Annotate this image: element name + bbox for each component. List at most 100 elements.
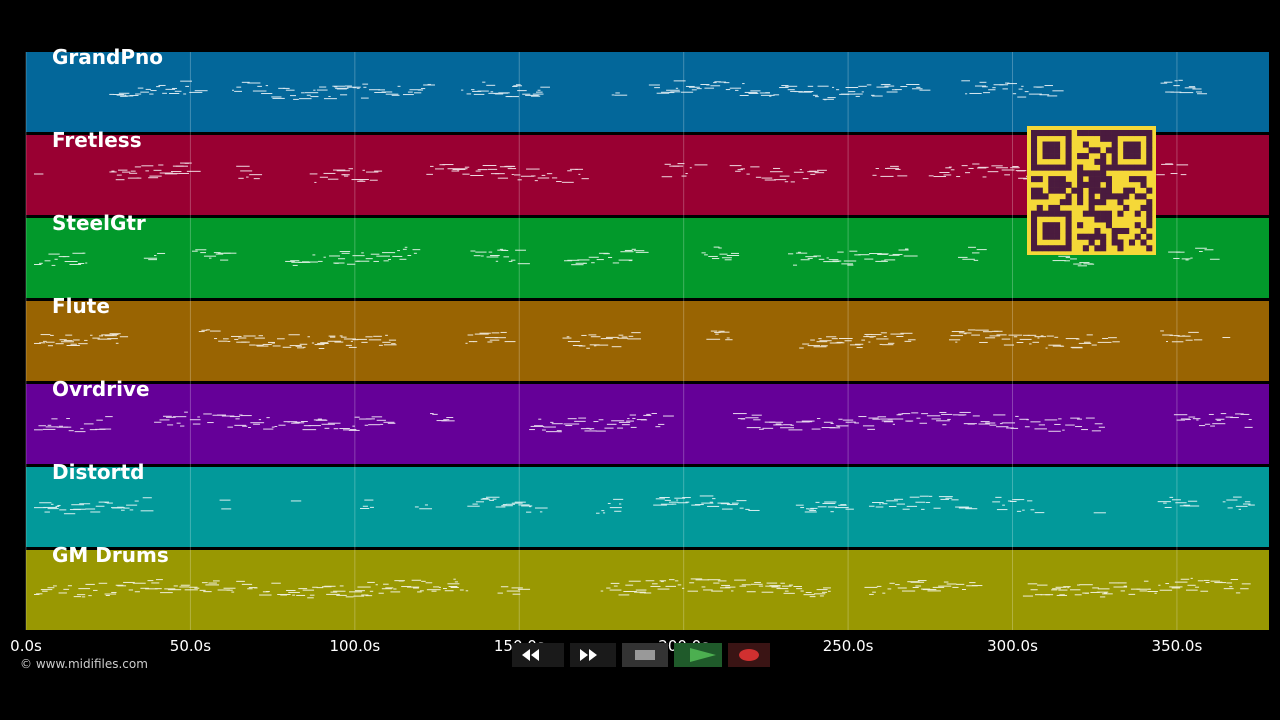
qr-module	[1123, 153, 1130, 160]
qr-module	[1042, 130, 1049, 137]
track-name: Flute	[52, 294, 110, 318]
qr-module	[1088, 239, 1095, 246]
qr-module	[1042, 245, 1049, 252]
qr-module	[1082, 245, 1089, 252]
qr-module	[1042, 222, 1049, 229]
notes	[34, 411, 1253, 433]
qr-module	[1042, 210, 1049, 217]
qr-module	[1146, 216, 1153, 223]
qr-module	[1117, 227, 1124, 235]
qr-module	[1094, 233, 1101, 240]
qr-module	[1094, 227, 1101, 235]
qr-module	[1111, 147, 1118, 154]
qr-module	[1123, 164, 1130, 171]
qr-module	[1134, 130, 1141, 137]
tracks	[26, 52, 1269, 630]
qr-module	[1036, 176, 1043, 183]
qr-module	[1100, 130, 1107, 137]
qr-module	[1088, 199, 1095, 206]
track-name: Distortd	[52, 460, 144, 484]
qr-module	[1140, 181, 1147, 188]
qr-module	[1077, 233, 1084, 240]
qr-module	[1128, 176, 1136, 183]
qr-module	[1065, 141, 1072, 148]
qr-module	[1088, 147, 1095, 154]
qr-module	[1094, 130, 1101, 137]
qr-module	[1094, 210, 1101, 217]
qr-module	[1065, 147, 1072, 154]
qr-module	[1048, 222, 1055, 229]
qr-module	[1059, 130, 1066, 137]
qr-module	[1117, 193, 1124, 200]
qr-module	[1077, 164, 1084, 171]
qr-module	[1077, 153, 1084, 160]
notes	[34, 246, 1220, 267]
qr-module	[1111, 158, 1118, 165]
x-tick-label: 0.0s	[10, 637, 42, 655]
qr-module	[1100, 216, 1107, 223]
qr-module	[1036, 204, 1043, 211]
qr-module	[1065, 153, 1072, 160]
qr-module	[1082, 170, 1089, 177]
qr-module	[1100, 239, 1107, 246]
qr-module	[1048, 204, 1055, 211]
qr-module	[1077, 199, 1084, 206]
qr-module	[1048, 147, 1055, 154]
qr-module	[1031, 141, 1038, 148]
qr-module	[1036, 245, 1043, 252]
qr-module	[1146, 204, 1153, 211]
qr-module	[1082, 210, 1089, 217]
qr-module	[1054, 153, 1061, 160]
qr-module	[1031, 164, 1038, 171]
qr-module	[1100, 153, 1107, 160]
qr-module	[1031, 227, 1038, 235]
qr-module	[1140, 176, 1147, 183]
qr-module	[1100, 158, 1107, 165]
labels: GrandPno Fretless SteelGtr Flute Ovrdrive Dis…	[52, 45, 169, 567]
qr-module	[1031, 147, 1038, 154]
qr-module	[1048, 210, 1055, 217]
rewind-icon	[522, 649, 539, 661]
qr-module	[1031, 153, 1038, 160]
qr-module	[1088, 187, 1095, 194]
record-icon	[739, 649, 759, 661]
qr-module	[1100, 210, 1107, 217]
qr-module	[1088, 130, 1095, 137]
qr-module	[1082, 153, 1089, 160]
qr-module	[1065, 216, 1072, 223]
qr-module	[1100, 135, 1107, 142]
qr-module	[1140, 164, 1147, 171]
qr-module	[1036, 193, 1043, 200]
qr-module	[1065, 210, 1072, 217]
qr-module	[1065, 164, 1072, 171]
qr-module	[1077, 187, 1084, 194]
qr-module	[1140, 130, 1147, 137]
track-name: SteelGtr	[52, 211, 146, 235]
qr-module	[1100, 199, 1107, 206]
x-tick-label: 350.0s	[1152, 637, 1203, 655]
qr-module	[1111, 141, 1118, 148]
qr-module	[1054, 233, 1061, 240]
qr-module	[1036, 164, 1043, 171]
qr-module	[1100, 164, 1107, 171]
qr-module	[1140, 193, 1147, 200]
track-lane	[26, 384, 1269, 464]
qr-module	[1054, 164, 1061, 171]
qr-module	[1042, 141, 1049, 148]
qr-module	[1105, 216, 1112, 223]
qr-module	[1036, 130, 1043, 137]
x-tick-label: 100.0s	[329, 637, 380, 655]
qr-module	[1128, 164, 1136, 171]
qr-module	[1059, 199, 1066, 206]
track-lane	[26, 52, 1269, 132]
qr-module	[1094, 187, 1101, 194]
notes	[34, 495, 1255, 515]
qr-module	[1094, 147, 1101, 154]
qr-module	[1123, 130, 1130, 137]
qr-module	[1105, 181, 1112, 188]
qr-module	[1048, 181, 1055, 188]
qr-module	[1128, 147, 1136, 154]
qr-module	[1042, 164, 1049, 171]
qr-module	[1140, 239, 1147, 246]
qr-module	[1117, 130, 1124, 137]
